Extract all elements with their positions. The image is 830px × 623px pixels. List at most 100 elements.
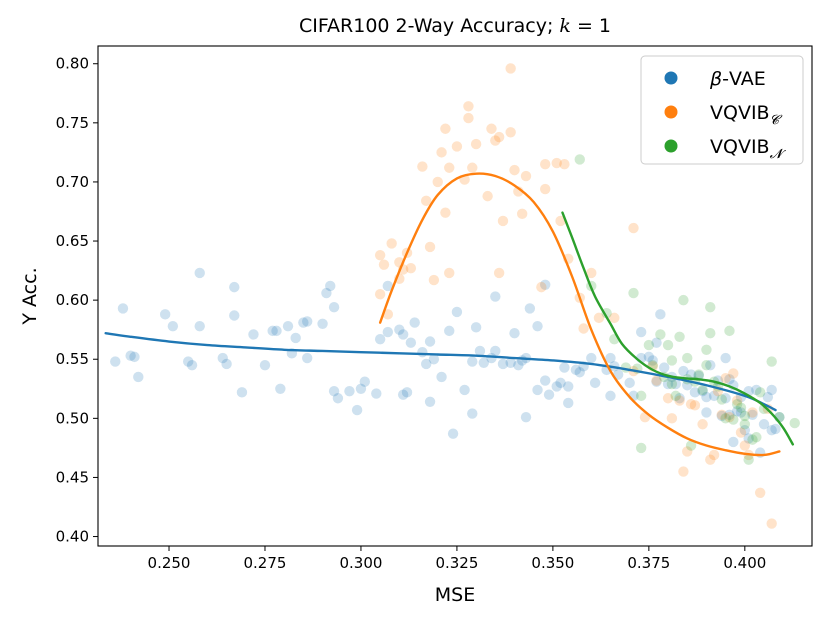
point-series-2 — [747, 434, 758, 445]
point-series-1 — [428, 274, 440, 286]
point-series-1 — [493, 267, 505, 279]
point-series-1 — [421, 195, 432, 207]
point-series-0 — [540, 375, 551, 386]
point-series-0 — [271, 325, 282, 337]
point-series-0 — [678, 365, 689, 377]
point-series-1 — [551, 157, 562, 169]
point-series-0 — [551, 381, 562, 392]
point-series-0 — [467, 356, 478, 367]
point-series-0 — [459, 384, 470, 396]
point-series-2 — [666, 355, 678, 366]
point-series-2 — [739, 419, 751, 430]
point-series-1 — [493, 131, 505, 143]
y-tick-label: 0.70 — [56, 173, 89, 191]
point-series-1 — [436, 147, 447, 158]
point-series-0 — [751, 384, 762, 396]
point-series-2 — [678, 294, 689, 306]
point-series-1 — [540, 159, 551, 170]
point-series-2 — [731, 398, 743, 410]
point-series-0 — [470, 322, 482, 333]
point-series-2 — [724, 325, 735, 337]
point-series-0 — [758, 419, 770, 430]
point-series-0 — [397, 389, 409, 400]
point-series-0 — [290, 332, 301, 344]
point-series-0 — [509, 328, 520, 339]
legend-marker — [664, 105, 678, 119]
x-axis: 0.250 0.275 0.300 0.325 0.350 0.375 0.400 — [148, 546, 766, 572]
point-series-0 — [302, 316, 313, 327]
point-series-1 — [540, 183, 551, 195]
point-series-0 — [697, 385, 708, 397]
points-layer — [110, 63, 800, 529]
point-series-0 — [532, 384, 543, 396]
point-series-0 — [747, 409, 758, 420]
point-series-0 — [382, 280, 394, 292]
point-series-2 — [682, 352, 693, 364]
point-series-0 — [401, 387, 413, 398]
point-series-0 — [716, 410, 727, 422]
point-series-0 — [474, 345, 486, 357]
point-series-1 — [731, 395, 743, 406]
point-series-0 — [605, 352, 616, 364]
point-series-0 — [766, 424, 777, 436]
point-series-2 — [655, 329, 666, 340]
point-series-0 — [624, 377, 635, 389]
point-series-1 — [666, 413, 678, 424]
point-series-1 — [578, 323, 589, 334]
point-series-2 — [739, 410, 751, 422]
point-series-0 — [371, 388, 382, 399]
point-series-0 — [513, 359, 524, 371]
point-series-0 — [405, 337, 417, 348]
x-tick-label: 0.400 — [723, 554, 766, 572]
point-series-0 — [743, 433, 754, 444]
point-series-2 — [789, 417, 800, 429]
point-series-0 — [125, 350, 136, 361]
point-series-1 — [482, 190, 493, 202]
point-series-1 — [697, 419, 708, 430]
point-series-1 — [432, 176, 443, 188]
point-series-1 — [728, 368, 739, 379]
point-series-0 — [735, 407, 747, 418]
point-series-2 — [670, 390, 681, 402]
point-series-0 — [589, 377, 601, 389]
point-series-0 — [424, 396, 436, 407]
point-series-0 — [490, 345, 501, 357]
point-series-1 — [417, 161, 428, 172]
point-series-2 — [728, 414, 739, 425]
legend-box — [640, 55, 804, 165]
point-series-2 — [666, 378, 678, 390]
point-series-0 — [731, 406, 743, 417]
point-series-2 — [701, 359, 712, 371]
point-series-1 — [682, 446, 693, 457]
point-series-2 — [628, 287, 639, 299]
point-series-0 — [563, 397, 574, 409]
point-series-1 — [463, 101, 474, 112]
point-series-1 — [520, 170, 532, 182]
point-series-0 — [194, 267, 205, 279]
point-series-1 — [505, 63, 516, 74]
point-series-0 — [421, 358, 432, 370]
point-series-1 — [424, 241, 436, 253]
point-series-1 — [754, 487, 766, 499]
legend-label: β-VAE — [709, 68, 766, 90]
point-series-0 — [321, 287, 332, 299]
point-series-2 — [674, 331, 685, 342]
point-series-0 — [708, 390, 720, 402]
point-series-0 — [724, 374, 735, 385]
point-series-0 — [183, 356, 194, 367]
point-series-1 — [505, 127, 516, 138]
point-series-1 — [386, 238, 397, 249]
point-series-0 — [444, 325, 455, 337]
point-series-1 — [559, 159, 570, 170]
point-series-1 — [497, 215, 509, 227]
legend-marker — [664, 71, 678, 85]
point-series-0 — [282, 320, 294, 332]
x-tick-label: 0.325 — [435, 554, 478, 572]
point-series-0 — [563, 381, 574, 392]
point-series-1 — [463, 112, 474, 124]
point-series-0 — [647, 355, 658, 366]
trend-line-series-2 — [561, 211, 795, 446]
point-series-0 — [298, 317, 309, 328]
x-tick-label: 0.250 — [148, 554, 191, 572]
